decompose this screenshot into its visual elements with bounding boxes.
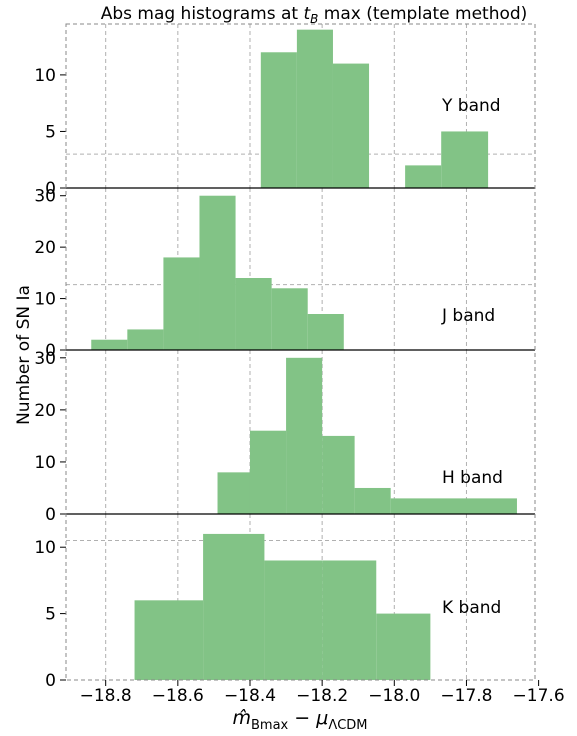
bar-h-4 [354, 487, 391, 514]
chart-title: Abs mag histograms at tB max (template m… [101, 4, 528, 26]
bar-h-1 [249, 430, 287, 514]
bar-k-3 [322, 560, 377, 680]
bar-h-0 [217, 472, 250, 514]
axes-layer [60, 23, 540, 686]
bars-layer [91, 29, 517, 680]
ytick-label-k-2: 10 [34, 538, 56, 558]
xtick-label-1: −18.6 [152, 686, 204, 706]
band-label-y: Y band [441, 96, 501, 116]
band-label-j: J band [441, 306, 495, 326]
ytick-label-y-2: 10 [34, 66, 56, 86]
ytick-label-j-2: 20 [34, 238, 56, 258]
ytick-label-j-0: 0 [45, 341, 56, 361]
bar-j-2 [163, 257, 200, 350]
bar-j-1 [127, 329, 164, 350]
text-layer: Abs mag histograms at tB max (template m… [14, 4, 565, 733]
bar-k-0 [134, 600, 204, 680]
xtick-label-0: −18.8 [80, 686, 132, 706]
bar-y-4 [405, 165, 442, 188]
ytick-label-j-3: 30 [34, 187, 56, 207]
ytick-label-h-2: 20 [34, 401, 56, 421]
ytick-label-h-0: 0 [45, 505, 56, 525]
y-axis-label: Number of SN Ia [14, 285, 34, 425]
bar-j-4 [235, 278, 272, 350]
bar-j-6 [307, 314, 344, 350]
band-label-k: K band [442, 598, 501, 618]
plot-frame [65, 23, 536, 681]
band-label-h: H band [442, 468, 503, 488]
xtick-label-4: −18.0 [368, 686, 420, 706]
xtick-label-6: −17.6 [513, 686, 565, 706]
ytick-label-h-1: 10 [34, 453, 56, 473]
xtick-label-5: −17.8 [440, 686, 492, 706]
ytick-label-j-1: 10 [34, 290, 56, 310]
xtick-label-3: −18.2 [296, 686, 348, 706]
bar-y-1 [296, 29, 333, 189]
bar-h-3 [322, 435, 355, 514]
ytick-label-h-3: 30 [34, 349, 56, 369]
bar-h-5 [390, 498, 517, 514]
bar-k-2 [264, 560, 323, 680]
bar-y-5 [441, 131, 489, 188]
bar-y-0 [260, 52, 297, 188]
ytick-label-y-0: 0 [45, 179, 56, 199]
ytick-label-y-1: 5 [45, 122, 56, 142]
bar-h-2 [286, 357, 323, 514]
x-axis-label: m̂Bmax − μΛCDM [232, 707, 367, 732]
bar-j-0 [91, 339, 128, 350]
bar-k-4 [376, 613, 431, 680]
ytick-label-k-0: 0 [45, 671, 56, 691]
bar-j-5 [271, 288, 308, 350]
xtick-label-2: −18.4 [224, 686, 276, 706]
bar-j-3 [199, 195, 236, 350]
ytick-label-k-1: 5 [45, 605, 56, 625]
bar-y-2 [332, 63, 370, 188]
bar-k-1 [203, 533, 265, 680]
